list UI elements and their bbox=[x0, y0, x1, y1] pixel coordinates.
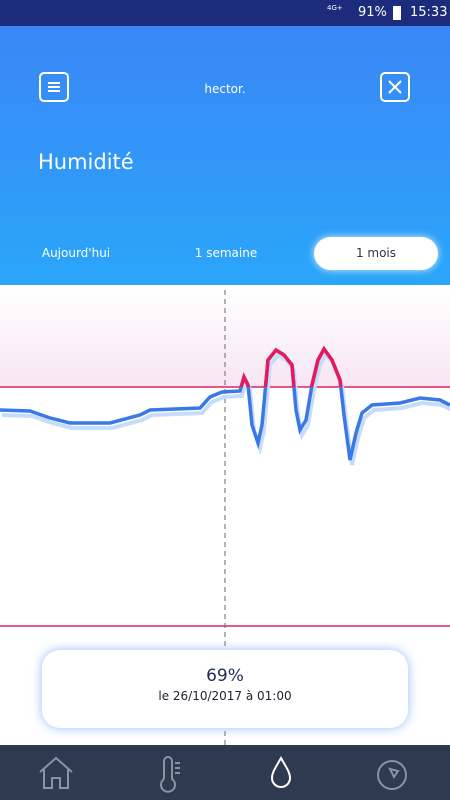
tooltip-card: 69% le 26/10/2017 à 01:00 bbox=[42, 650, 408, 728]
close-button[interactable] bbox=[380, 72, 410, 102]
nav-icons bbox=[39, 755, 407, 793]
tab-bar: Aujourd'hui 1 semaine 1 mois bbox=[14, 237, 438, 270]
status-bar: 4G+ 91% 15:33 bbox=[0, 0, 450, 26]
bottom-nav bbox=[0, 745, 450, 800]
close-icon bbox=[388, 80, 402, 94]
menu-icon bbox=[48, 82, 60, 92]
network: 4G+ bbox=[327, 4, 343, 12]
battery: 91% bbox=[358, 5, 387, 20]
battery-icon bbox=[393, 6, 401, 20]
gauge-icon[interactable] bbox=[377, 760, 407, 790]
tab[interactable]: Aujourd'hui bbox=[41, 246, 111, 260]
tab[interactable]: 1 semaine bbox=[194, 246, 258, 260]
tab[interactable]: 1 mois bbox=[314, 237, 438, 270]
menu-button[interactable] bbox=[39, 72, 69, 102]
app-name: hector. bbox=[204, 82, 246, 96]
header: hector. Humidité Aujourd'hui 1 semaine 1 m… bbox=[0, 26, 450, 285]
humidity-chart bbox=[0, 288, 450, 745]
humidity-curve bbox=[0, 345, 450, 466]
page-title: Humidité bbox=[38, 150, 134, 174]
home-icon[interactable] bbox=[39, 756, 73, 789]
humidity-icon[interactable] bbox=[270, 755, 292, 788]
temperature-icon[interactable] bbox=[160, 756, 180, 793]
tooltip-value: 69% bbox=[206, 666, 244, 686]
tooltip-date: le 26/10/2017 à 01:00 bbox=[158, 689, 292, 703]
clock: 15:33 bbox=[410, 5, 448, 20]
